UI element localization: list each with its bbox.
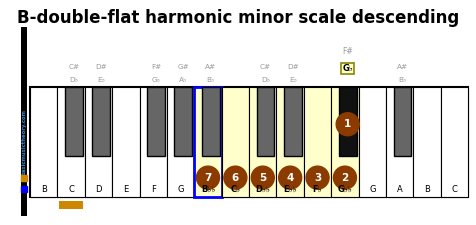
- Text: B♭: B♭: [397, 77, 406, 83]
- Bar: [201, 87, 219, 156]
- Bar: [393, 87, 410, 156]
- Text: C: C: [68, 184, 74, 194]
- Text: E♭♭: E♭♭: [283, 184, 297, 194]
- Bar: [21, 27, 27, 216]
- Text: C#: C#: [259, 64, 270, 70]
- Text: A: A: [396, 184, 402, 194]
- Circle shape: [278, 166, 301, 189]
- Text: 5: 5: [258, 173, 266, 183]
- Bar: [276, 87, 303, 197]
- Circle shape: [196, 166, 219, 189]
- Bar: [174, 87, 192, 156]
- Bar: [221, 87, 248, 197]
- Bar: [30, 87, 467, 197]
- Text: F#: F#: [342, 47, 352, 56]
- Text: 4: 4: [286, 173, 293, 183]
- Bar: [338, 87, 356, 156]
- Bar: [385, 87, 413, 197]
- Text: E♭: E♭: [97, 77, 105, 83]
- Bar: [440, 87, 467, 197]
- Text: A♭: A♭: [179, 77, 187, 83]
- Text: A#: A#: [396, 64, 407, 70]
- Text: G♭♭: G♭♭: [337, 184, 352, 194]
- Bar: [147, 87, 165, 156]
- Text: E♭: E♭: [288, 77, 296, 83]
- Bar: [30, 87, 57, 197]
- Bar: [112, 87, 139, 197]
- Bar: [92, 87, 110, 156]
- Bar: [256, 87, 274, 156]
- Text: D#: D#: [95, 64, 107, 70]
- Bar: [194, 87, 221, 197]
- Text: F: F: [150, 184, 155, 194]
- Text: G: G: [368, 184, 375, 194]
- Text: 7: 7: [204, 173, 211, 183]
- Circle shape: [251, 166, 274, 189]
- Bar: [167, 87, 194, 197]
- Bar: [85, 87, 112, 197]
- Text: G#: G#: [177, 64, 189, 70]
- Text: F♭: F♭: [312, 184, 322, 194]
- Text: D#: D#: [287, 64, 298, 70]
- Circle shape: [336, 113, 358, 136]
- Bar: [283, 87, 301, 156]
- Text: A#: A#: [205, 64, 216, 70]
- Circle shape: [223, 166, 247, 189]
- Text: B♭♭: B♭♭: [200, 184, 215, 194]
- Bar: [358, 87, 385, 197]
- Text: B-double-flat harmonic minor scale descending: B-double-flat harmonic minor scale desce…: [17, 9, 459, 27]
- Text: 2: 2: [341, 173, 348, 183]
- Text: C#: C#: [68, 64, 79, 70]
- Text: C: C: [451, 184, 456, 194]
- Bar: [59, 201, 83, 209]
- Text: C♭: C♭: [230, 184, 240, 194]
- Bar: [303, 87, 330, 197]
- Text: B: B: [40, 184, 47, 194]
- Text: 1: 1: [343, 119, 351, 129]
- Text: D♭: D♭: [260, 77, 269, 83]
- Text: E: E: [123, 184, 128, 194]
- Bar: [65, 87, 82, 156]
- Text: 3: 3: [313, 173, 320, 183]
- Bar: [413, 87, 440, 197]
- Text: F#: F#: [150, 64, 161, 70]
- Circle shape: [306, 166, 328, 189]
- Text: G♭: G♭: [342, 64, 352, 73]
- Bar: [330, 87, 358, 197]
- Text: 6: 6: [231, 173, 238, 183]
- Text: G♭: G♭: [151, 77, 160, 83]
- Text: G: G: [177, 184, 183, 194]
- Text: D♭♭: D♭♭: [255, 184, 270, 194]
- Text: D: D: [95, 184, 101, 194]
- Circle shape: [333, 166, 356, 189]
- Text: B♭: B♭: [206, 77, 215, 83]
- Bar: [139, 87, 167, 197]
- Text: D♭: D♭: [69, 77, 78, 83]
- Text: basicmusictheory.com: basicmusictheory.com: [21, 109, 26, 175]
- Bar: [248, 87, 276, 197]
- Bar: [57, 87, 85, 197]
- Text: B: B: [423, 184, 429, 194]
